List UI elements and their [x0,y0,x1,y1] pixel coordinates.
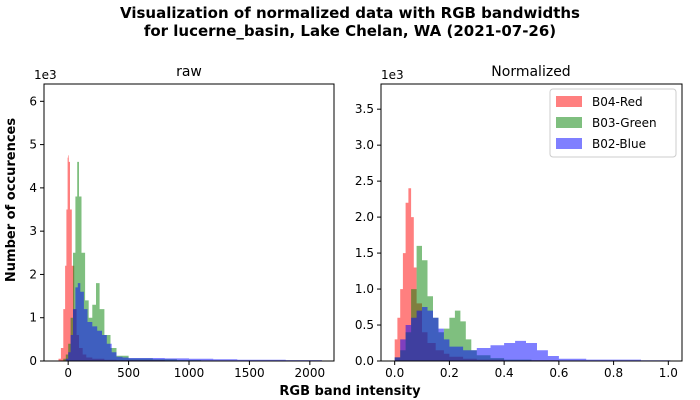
normalized-y-tick-label: 2.0 [355,210,374,224]
normalized-y-tick-label: 1.0 [355,282,374,296]
raw-y-tick-label: 5 [29,138,37,152]
legend-label-blue: B02-Blue [592,137,646,151]
raw-y-tick-label: 1 [29,311,37,325]
raw-x-ticks: 0 500 1000 1500 2000 [64,361,325,380]
normalized-y-tick-label: 2.5 [355,174,374,188]
normalized-x-tick-label: 0.0 [385,366,404,380]
normalized-x-tick-label: 0.6 [549,366,568,380]
raw-y-tick-label: 3 [29,224,37,238]
normalized-y-tick-label: 0.5 [355,318,374,332]
raw-x-tick-label: 500 [117,366,140,380]
normalized-x-tick-label: 0.2 [440,366,459,380]
raw-x-tick-label: 2000 [295,366,326,380]
legend-label-green: B03-Green [592,116,657,130]
raw-title: raw [176,64,202,80]
normalized-histogram-blue [394,307,671,361]
raw-x-tick-label: 1000 [174,366,205,380]
figure-title: Visualization of normalized data with RG… [0,4,700,40]
raw-y-multiplier: 1e3 [34,68,57,82]
figure-title-line-1: Visualization of normalized data with RG… [120,4,580,22]
raw-y-tick-label: 2 [29,267,37,281]
normalized-histogram-bars [394,188,671,361]
raw-axes: 0 500 1000 1500 2000 0 1 2 3 4 5 6 raw 1e3 Number … [4,64,335,380]
normalized-title: Normalized [491,64,570,80]
figure-title-line-2: for lucerne_basin, Lake Chelan, WA (2021… [143,22,557,40]
normalized-x-tick-label: 1.0 [659,366,678,380]
raw-y-tick-label: 6 [29,94,37,108]
normalized-y-multiplier: 1e3 [381,68,404,82]
normalized-axes: 0.0 0.2 0.4 0.6 0.8 1.0 0.0 0.5 1.0 1.5 2.0 2.5 3.0… [355,64,683,380]
legend-swatch-red [556,96,582,107]
legend-swatch-blue [556,138,582,149]
raw-y-ticks: 0 1 2 3 4 5 6 [29,94,44,368]
normalized-y-ticks: 0.0 0.5 1.0 1.5 2.0 2.5 3.0 3.5 [355,102,381,368]
raw-histogram-green [63,161,228,361]
raw-x-tick-label: 0 [64,366,72,380]
x-axis-label: RGB band intensity [279,384,421,399]
raw-x-tick-label: 1500 [234,366,265,380]
legend-label-red: B04-Red [592,95,643,109]
legend: B04-Red B03-Green B02-Blue [549,88,677,158]
legend-swatch-green [556,117,582,128]
raw-y-tick-label: 4 [29,181,37,195]
normalized-axes-frame [380,83,683,362]
normalized-y-tick-label: 1.5 [355,246,374,260]
normalized-y-tick-label: 3.0 [355,138,374,152]
raw-y-tick-label: 0 [29,354,37,368]
normalized-x-tick-label: 0.8 [604,366,623,380]
normalized-x-tick-label: 0.4 [495,366,514,380]
raw-histogram-bars [58,155,324,361]
normalized-x-ticks: 0.0 0.2 0.4 0.6 0.8 1.0 [385,361,678,380]
normalized-y-tick-label: 3.5 [355,102,374,116]
y-axis-label: Number of occurences [4,118,19,282]
normalized-y-tick-label: 0.0 [355,354,374,368]
raw-histogram-blue [65,283,324,361]
